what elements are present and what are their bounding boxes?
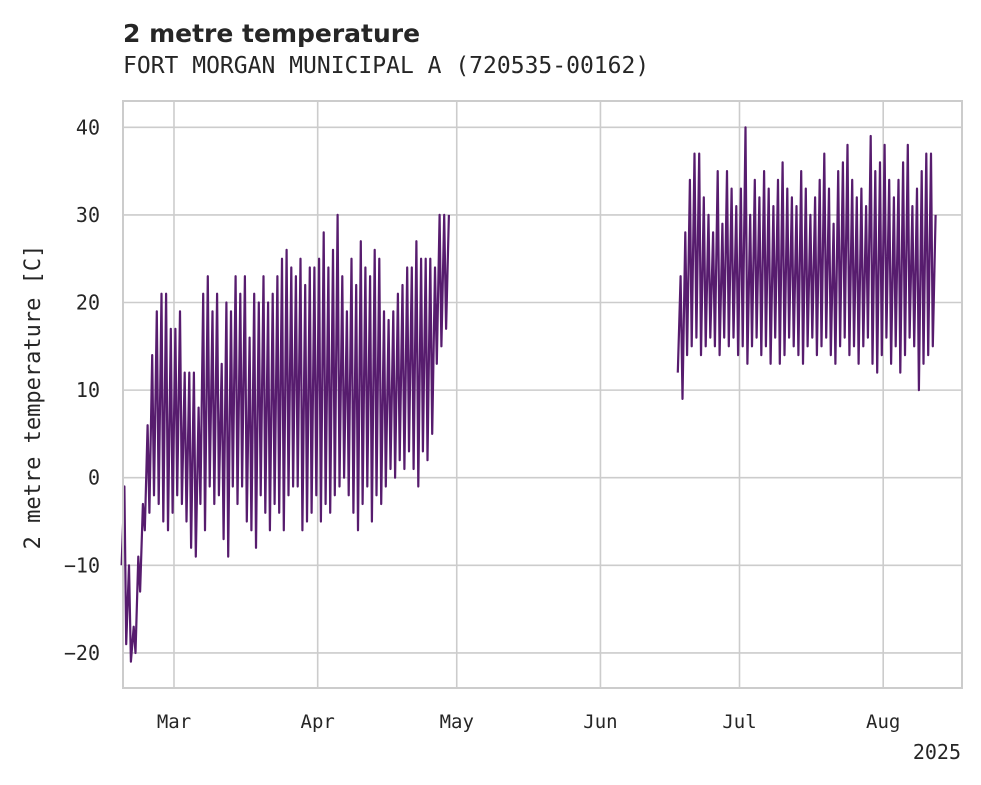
y-tick-label: 20 — [76, 291, 100, 315]
x-tick-label: Jul — [722, 711, 756, 733]
chart-subtitle: FORT MORGAN MUNICIPAL A (720535-00162) — [123, 53, 649, 79]
y-axis-label: 2 metre temperature [C] — [21, 245, 46, 550]
chart-title: 2 metre temperature — [123, 19, 420, 48]
y-tick-label: 40 — [76, 115, 100, 139]
x-tick-label: Apr — [301, 711, 335, 733]
y-tick-label: −10 — [64, 553, 100, 577]
y-tick-label: −20 — [64, 641, 100, 665]
x-axis-ticks: Mar Apr May Jun Jul Aug — [157, 711, 901, 733]
y-tick-label: 30 — [76, 203, 100, 227]
y-tick-label: 0 — [88, 466, 100, 490]
x-tick-label: Mar — [157, 711, 191, 733]
temperature-line — [120, 213, 450, 663]
x-axis-year-label: 2025 — [913, 740, 961, 764]
plot-frame — [122, 100, 963, 689]
y-axis-ticks: 40 30 20 10 0 −10 −20 — [64, 115, 100, 665]
temperature-line — [676, 126, 937, 400]
x-tick-label: May — [440, 711, 474, 733]
temperature-series — [120, 126, 937, 663]
x-tick-label: Jun — [583, 711, 617, 733]
y-tick-label: 10 — [76, 378, 100, 402]
x-tick-label: Aug — [866, 711, 900, 733]
